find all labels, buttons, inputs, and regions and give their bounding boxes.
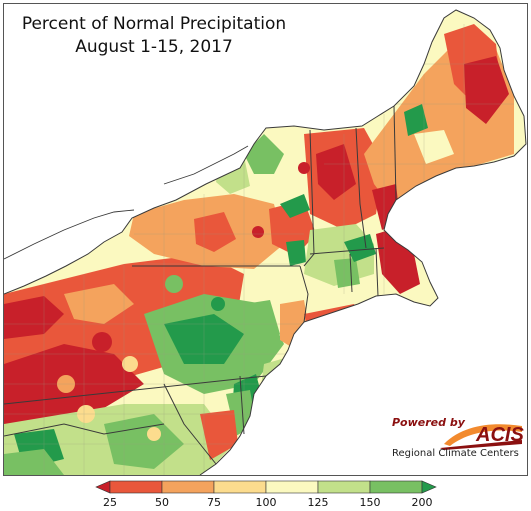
legend-tick-label: 25 <box>103 496 117 509</box>
legend-tick-label: 200 <box>411 496 433 509</box>
legend-swatch <box>369 480 423 494</box>
color-legend: 25 50 75 100 125 150 200 <box>92 480 440 509</box>
legend-swatch <box>161 480 215 494</box>
county-lines <box>4 24 514 475</box>
legend-arrow-low <box>95 480 111 494</box>
legend-swatch <box>213 480 267 494</box>
map-frame: Percent of Normal Precipitation August 1… <box>3 3 528 476</box>
acis-swoosh-icon <box>440 424 522 450</box>
map-title: Percent of Normal Precipitation <box>21 14 287 34</box>
legend-swatch <box>265 480 319 494</box>
state-borders <box>4 9 527 475</box>
legend-tick-label: 75 <box>207 496 221 509</box>
legend-tick-label: 100 <box>255 496 277 509</box>
legend-color-bar <box>95 480 437 494</box>
legend-tick-label: 125 <box>307 496 329 509</box>
legend-tick-label: 150 <box>359 496 381 509</box>
lake-outlines <box>4 145 249 260</box>
rcc-text: Regional Climate Centers <box>392 448 519 459</box>
acis-wordmark: ACIS <box>476 424 524 446</box>
precip-field <box>4 10 526 475</box>
legend-arrow-high <box>421 480 437 494</box>
acis-logo: Powered by ACIS Regional Climate Centers <box>384 414 524 462</box>
legend-swatch <box>109 480 163 494</box>
legend-swatch <box>317 480 371 494</box>
map-date-range: August 1-15, 2017 <box>75 37 233 57</box>
precipitation-map <box>4 9 527 475</box>
legend-tick-label: 50 <box>155 496 169 509</box>
powered-by-text: Powered by <box>392 416 465 429</box>
